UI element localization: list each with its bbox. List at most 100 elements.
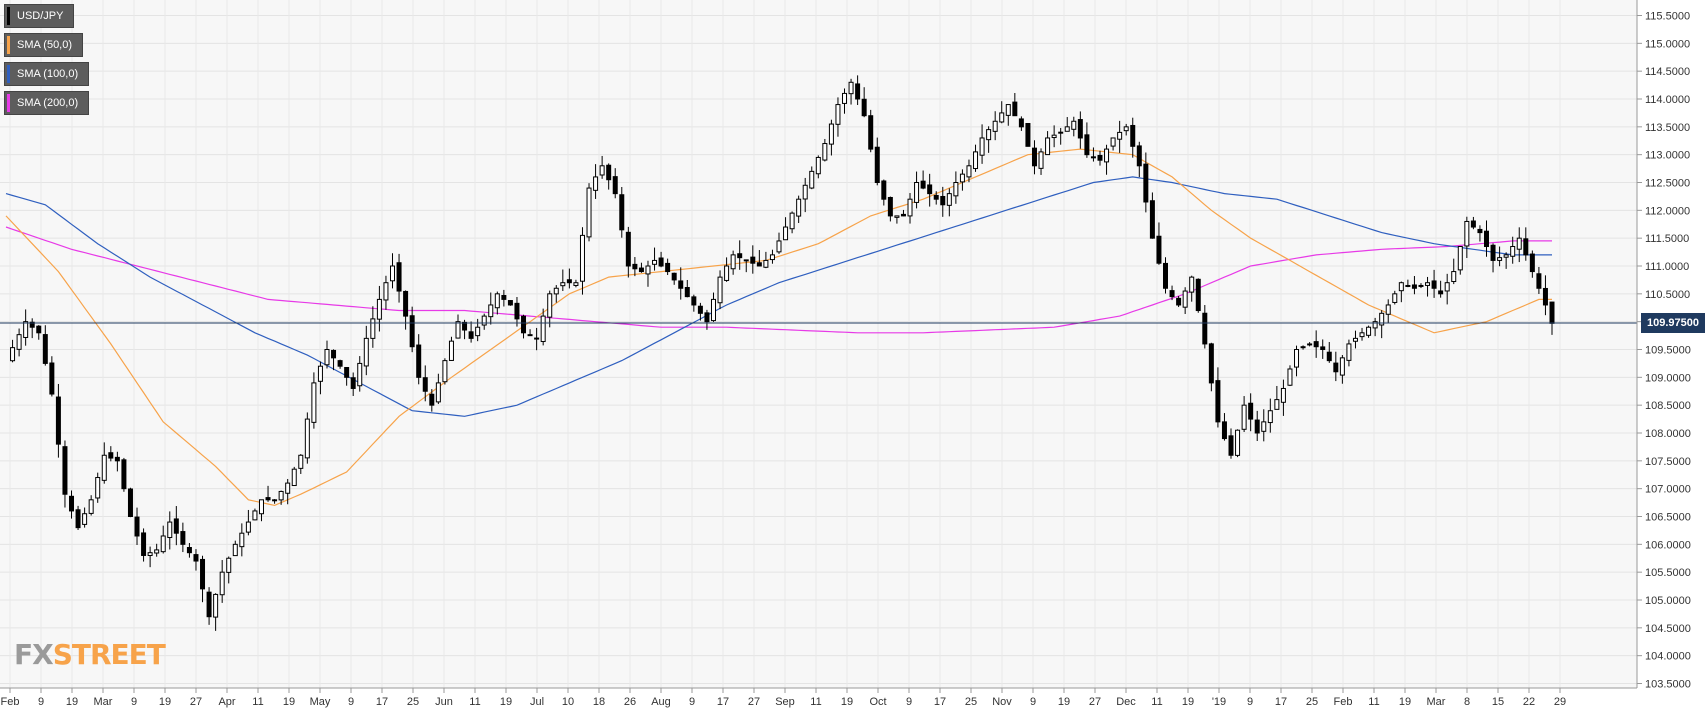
candle <box>769 249 775 264</box>
candle-body-down <box>1320 346 1326 351</box>
candle-body-down <box>1221 421 1227 440</box>
candle-body-up <box>769 254 775 261</box>
candle <box>55 383 61 458</box>
candle-body-up <box>311 382 317 423</box>
candlesticks <box>10 75 1555 631</box>
candle-body-up <box>232 543 238 557</box>
candle-body-up <box>252 510 258 521</box>
x-tick-label: 19 <box>159 696 171 708</box>
candle-body-up <box>154 549 160 554</box>
candle-body-down <box>127 488 133 517</box>
candle <box>855 75 861 106</box>
x-tick-label: 19 <box>66 696 78 708</box>
candle-body-down <box>1326 351 1332 362</box>
candle <box>1090 147 1096 162</box>
candle-body-up <box>842 92 848 104</box>
candle <box>10 339 16 363</box>
candle-body-up <box>304 418 310 459</box>
candle <box>540 308 546 346</box>
candle-body-down <box>1097 154 1103 161</box>
candle-body-up <box>710 298 716 322</box>
candle <box>1261 409 1267 442</box>
candle-body-down <box>200 558 206 590</box>
candle-body-down <box>1542 287 1548 306</box>
candle-body-up <box>979 137 985 156</box>
candle <box>114 451 120 472</box>
candle-body-up <box>1366 326 1372 336</box>
candle-body-up <box>1071 120 1077 130</box>
candle <box>501 289 507 307</box>
candle-body-down <box>49 362 55 395</box>
candle-body-down <box>1012 101 1018 117</box>
candle-body-down <box>1470 220 1476 228</box>
candle <box>1280 379 1286 416</box>
candle <box>966 159 972 183</box>
candle <box>1267 398 1273 433</box>
legend-item-sma50[interactable]: SMA (50,0) <box>4 33 84 57</box>
candle-body-down <box>737 253 743 259</box>
candle <box>1333 351 1339 382</box>
legend-label: USD/JPY <box>17 10 64 22</box>
candle-body-down <box>1300 346 1306 349</box>
y-tick-label: 106.5000 <box>1645 512 1691 524</box>
x-tick-label: Feb <box>1334 696 1353 708</box>
candle <box>1300 345 1306 350</box>
candle-body-down <box>1438 290 1444 295</box>
y-tick-label: 110.5000 <box>1645 289 1690 301</box>
x-tick-label: 11 <box>252 696 263 708</box>
candle <box>1418 283 1424 289</box>
candle <box>1031 140 1037 175</box>
candle <box>940 186 946 217</box>
candle-body-down <box>521 315 527 334</box>
candle-body-up <box>258 499 264 515</box>
candle-body-down <box>1248 402 1254 420</box>
candle-body-up <box>390 265 395 282</box>
candle <box>697 302 703 321</box>
legend-item-sma100[interactable]: SMA (100,0) <box>4 62 90 86</box>
candle-body-up <box>776 240 782 253</box>
candle <box>1176 296 1182 308</box>
candle <box>979 124 985 164</box>
candle-body-up <box>1038 151 1044 169</box>
candle <box>553 285 559 303</box>
candle <box>1503 252 1509 269</box>
candle-body-up <box>455 321 461 339</box>
candle-body-down <box>36 325 42 334</box>
x-tick-label: Aug <box>651 696 671 708</box>
candle-body-down <box>1313 341 1319 348</box>
candle-body-down <box>1536 273 1542 289</box>
candle-body-down <box>868 115 874 150</box>
candle <box>638 262 644 273</box>
candle <box>383 275 389 310</box>
candle <box>1457 246 1463 275</box>
candle-body-down <box>638 267 644 273</box>
candle-body-down <box>1130 124 1136 147</box>
candle <box>1326 342 1332 363</box>
candle <box>36 325 42 340</box>
sma200-path <box>5 226 1552 334</box>
candle <box>416 334 422 385</box>
candle-body-up <box>1294 349 1300 368</box>
candle <box>1038 148 1044 175</box>
candle <box>363 325 369 376</box>
candle <box>632 257 638 277</box>
candle-body-down <box>1333 362 1339 373</box>
candle-body-down <box>1215 380 1221 423</box>
candle <box>887 196 893 222</box>
candle-body-up <box>1444 282 1450 292</box>
candle <box>357 356 363 392</box>
candle-body-down <box>855 83 861 100</box>
candle <box>344 367 350 386</box>
plot-background <box>0 0 1637 688</box>
candle <box>1202 305 1208 349</box>
candle <box>586 183 592 242</box>
legend-item-sma200[interactable]: SMA (200,0) <box>4 91 90 115</box>
candle <box>1084 122 1090 158</box>
candle <box>49 356 55 397</box>
candle <box>593 164 599 199</box>
candle-body-up <box>560 282 566 287</box>
candle <box>763 251 769 269</box>
candle <box>1071 116 1077 137</box>
candle-body-up <box>435 382 441 403</box>
legend-item-usdjpy[interactable]: USD/JPY <box>4 4 75 28</box>
